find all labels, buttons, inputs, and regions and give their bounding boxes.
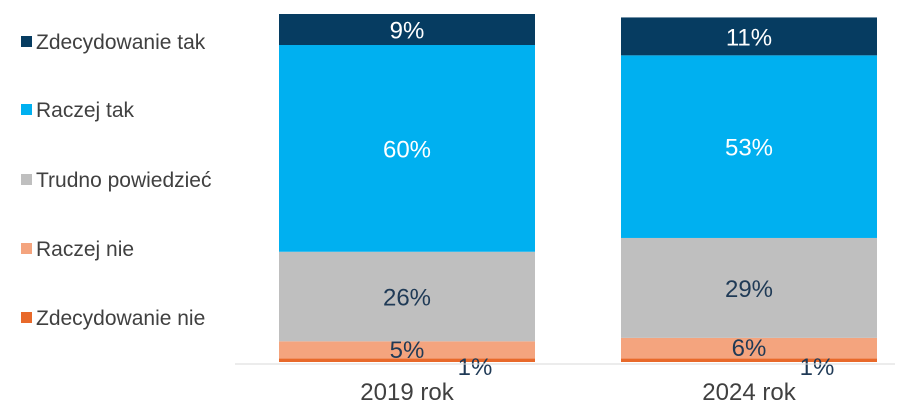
data-label-zdecydowanie-tak-2024-rok: 11%	[726, 24, 772, 51]
bar-segment-zdecydowanie-tak-2024-rok	[621, 17, 877, 56]
bar-segment-raczej-tak-2019-rok	[279, 45, 535, 252]
data-label-zdecydowanie-nie-2019-rok: 1%	[458, 354, 493, 381]
plot-area: 1% 5% 26% 60% 9% 1% 6% 29% 53% 11%	[279, 14, 877, 381]
x-tick-label-2019-rok: 2019 rok	[360, 379, 454, 406]
data-label-zdecydowanie-tak-2019-rok: 9%	[390, 18, 425, 45]
legend-swatch-trudno-powiedziec	[21, 174, 32, 185]
bar-segment-zdecydowanie-tak-2019-rok	[279, 14, 535, 46]
bar-segment-raczej-nie-2019-rok	[279, 341, 535, 359]
legend-swatch-zdecydowanie-tak	[21, 36, 32, 47]
bar-segment-raczej-nie-2024-rok	[621, 337, 877, 359]
data-label-trudno-powiedziec-2019-rok: 26%	[383, 285, 431, 312]
x-tick-label-2024-rok: 2024 rok	[702, 379, 796, 406]
data-label-raczej-nie-2019-rok: 5%	[390, 337, 425, 364]
bar-segment-zdecydowanie-nie-2024-rok	[621, 358, 877, 362]
data-label-zdecydowanie-nie-2024-rok: 1%	[800, 354, 835, 381]
data-label-raczej-tak-2019-rok: 60%	[383, 136, 431, 163]
data-label-trudno-powiedziec-2024-rok: 29%	[725, 276, 773, 303]
legend-label-zdecydowanie-nie: Zdecydowanie nie	[36, 307, 205, 330]
data-label-raczej-nie-2024-rok: 6%	[732, 335, 767, 362]
legend: Zdecydowanie tak Raczej tak Trudno powiedz…	[21, 31, 212, 330]
legend-label-zdecydowanie-tak: Zdecydowanie tak	[36, 31, 206, 54]
bar-segment-trudno-powiedziec-2024-rok	[621, 237, 877, 338]
legend-label-raczej-tak: Raczej tak	[36, 99, 135, 122]
legend-swatch-raczej-tak	[21, 104, 32, 115]
bar-segment-raczej-tak-2024-rok	[621, 55, 877, 238]
bar-segment-trudno-powiedziec-2019-rok	[279, 251, 535, 342]
legend-label-raczej-nie: Raczej nie	[36, 238, 134, 261]
legend-swatch-zdecydowanie-nie	[21, 312, 32, 323]
bar-segment-zdecydowanie-nie-2019-rok	[279, 358, 535, 362]
x-axis-ticks: 2019 rok 2024 rok	[360, 379, 796, 406]
legend-label-trudno-powiedziec: Trudno powiedzieć	[36, 169, 212, 192]
data-label-raczej-tak-2024-rok: 53%	[725, 135, 773, 162]
legend-swatch-raczej-nie	[21, 243, 32, 254]
